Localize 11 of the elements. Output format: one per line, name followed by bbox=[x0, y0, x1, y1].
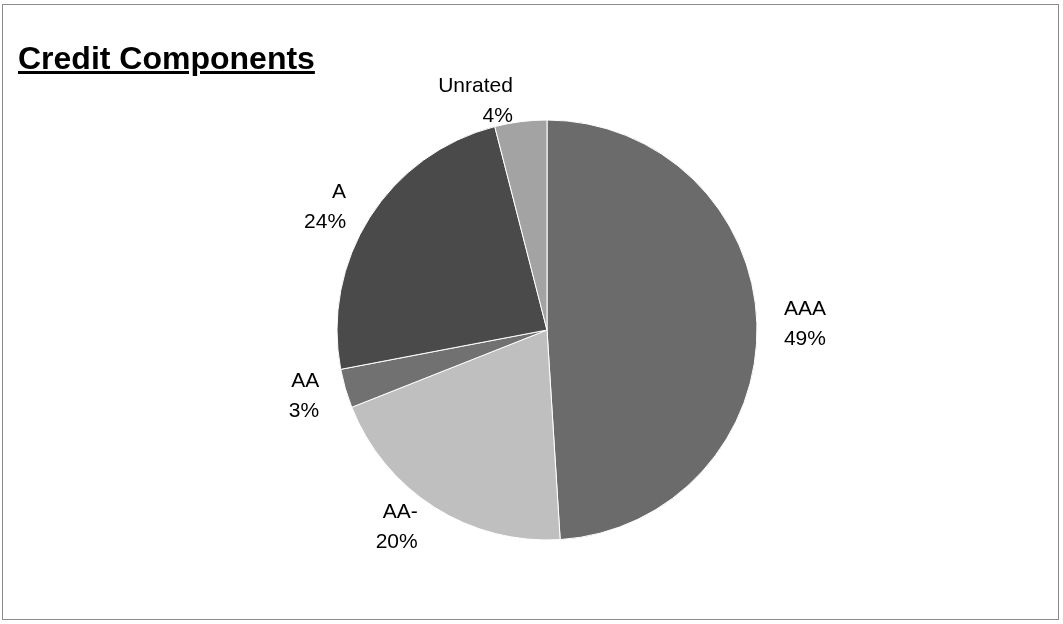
slice-label: AA bbox=[291, 368, 320, 392]
data-label: 4% bbox=[482, 103, 513, 127]
slice-label: AAA bbox=[783, 296, 826, 320]
data-label: 24% bbox=[304, 209, 347, 233]
slice-label: AA- bbox=[382, 499, 418, 523]
data-label: 3% bbox=[288, 398, 320, 422]
data-label: 49% bbox=[783, 326, 826, 350]
chart-title: Credit Components bbox=[18, 40, 315, 77]
data-label: 20% bbox=[375, 529, 418, 553]
slice-label: A bbox=[332, 179, 347, 203]
slice-label: Unrated bbox=[438, 73, 513, 97]
